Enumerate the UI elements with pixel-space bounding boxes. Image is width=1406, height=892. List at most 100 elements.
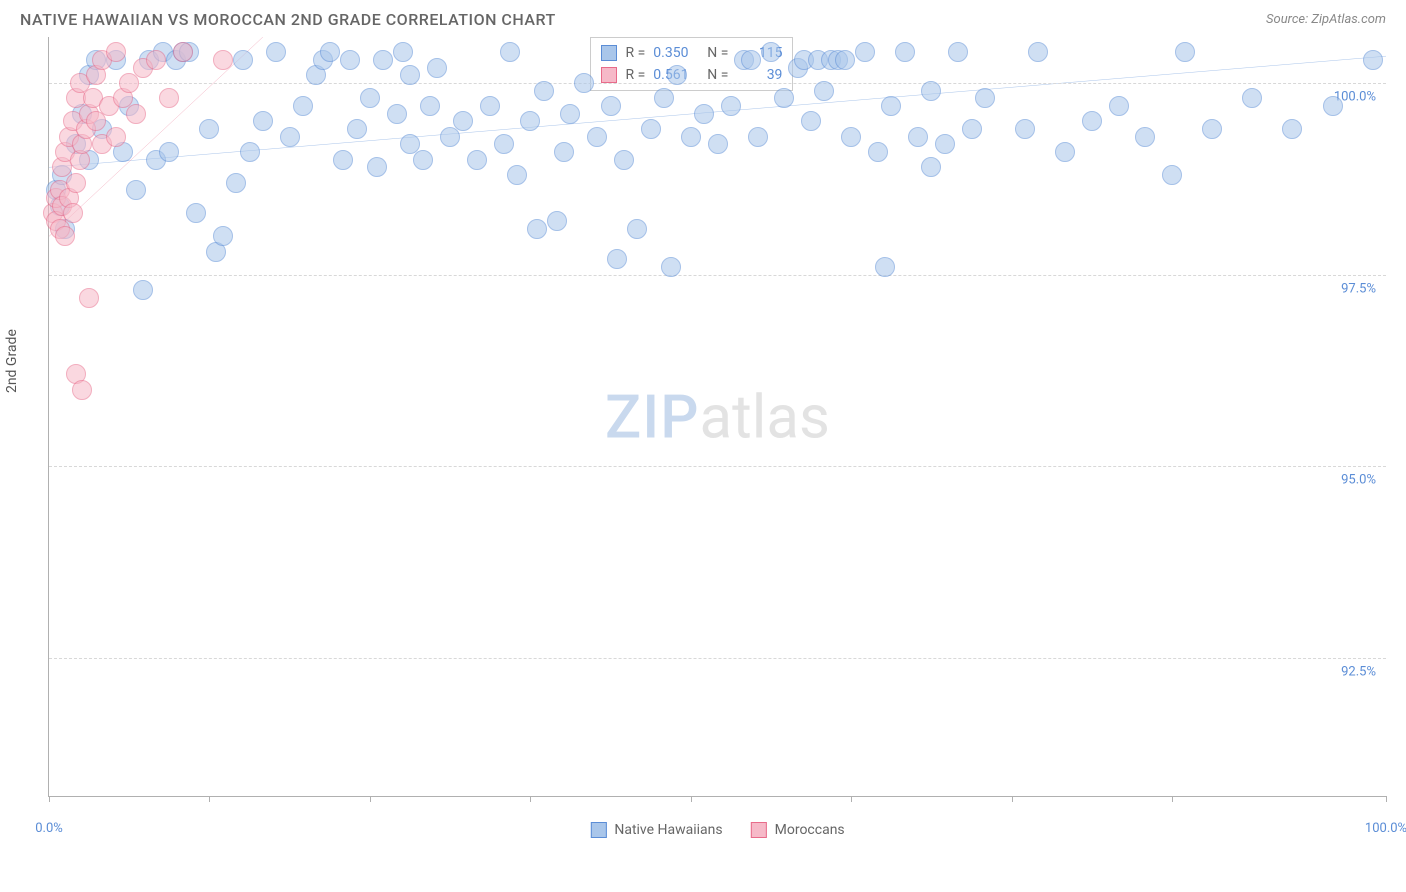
data-point — [1162, 165, 1182, 185]
data-point — [841, 127, 861, 147]
data-point — [420, 96, 440, 116]
data-point — [881, 96, 901, 116]
data-point — [387, 104, 407, 124]
data-point — [393, 42, 413, 62]
x-tick — [1012, 796, 1013, 802]
data-point — [213, 50, 233, 70]
data-point — [1282, 119, 1302, 139]
data-point — [661, 257, 681, 277]
data-point — [554, 142, 574, 162]
data-point — [708, 134, 728, 154]
data-point — [908, 127, 928, 147]
data-point — [494, 134, 514, 154]
y-tick-label: 97.5% — [1339, 281, 1378, 296]
data-point — [240, 142, 260, 162]
data-point — [667, 65, 687, 85]
data-point — [520, 111, 540, 131]
data-point — [774, 88, 794, 108]
x-tick — [209, 796, 210, 802]
data-point — [320, 42, 340, 62]
data-point — [1015, 119, 1035, 139]
data-point — [1242, 88, 1262, 108]
y-tick-label: 95.0% — [1339, 473, 1378, 488]
data-point — [761, 42, 781, 62]
data-point — [1109, 96, 1129, 116]
data-point — [527, 219, 547, 239]
data-point — [895, 42, 915, 62]
legend-label: Native Hawaiians — [614, 822, 722, 838]
x-tick — [530, 796, 531, 802]
y-tick-label: 92.5% — [1339, 665, 1378, 680]
data-point — [681, 127, 701, 147]
data-point — [1363, 50, 1383, 70]
grid-line — [49, 275, 1386, 276]
data-point — [1175, 42, 1195, 62]
data-point — [373, 50, 393, 70]
grid-line — [49, 83, 1386, 84]
y-axis-label: 2nd Grade — [4, 329, 20, 393]
data-point — [413, 150, 433, 170]
data-point — [975, 88, 995, 108]
data-point — [835, 50, 855, 70]
legend-item: Moroccans — [751, 822, 845, 838]
data-point — [347, 119, 367, 139]
data-point — [962, 119, 982, 139]
data-point — [1028, 42, 1048, 62]
chart-container: 2nd Grade ZIPatlas R =0.350N =115R =0.56… — [20, 37, 1386, 797]
plot-area: ZIPatlas R =0.350N =115R =0.561N =39 Nat… — [48, 37, 1386, 797]
data-point — [560, 104, 580, 124]
data-point — [587, 127, 607, 147]
data-point — [921, 81, 941, 101]
data-point — [226, 173, 246, 193]
data-point — [534, 81, 554, 101]
data-point — [574, 73, 594, 93]
data-point — [233, 50, 253, 70]
r-label: R = — [625, 42, 645, 64]
data-point — [367, 157, 387, 177]
x-tick — [1386, 796, 1387, 802]
data-point — [1055, 142, 1075, 162]
watermark-part-b: atlas — [700, 381, 830, 452]
data-point — [654, 88, 674, 108]
data-point — [614, 150, 634, 170]
legend-swatch — [590, 822, 606, 838]
data-point — [641, 119, 661, 139]
data-point — [106, 127, 126, 147]
data-point — [694, 104, 714, 124]
data-point — [213, 226, 233, 246]
x-tick-label: 0.0% — [35, 821, 63, 836]
data-point — [79, 288, 99, 308]
data-point — [507, 165, 527, 185]
grid-line — [49, 466, 1386, 467]
data-point — [253, 111, 273, 131]
data-point — [921, 157, 941, 177]
n-label: N = — [707, 42, 728, 64]
data-point — [855, 42, 875, 62]
data-point — [721, 96, 741, 116]
data-point — [1135, 127, 1155, 147]
data-point — [126, 180, 146, 200]
legend-label: Moroccans — [775, 822, 845, 838]
x-tick — [370, 796, 371, 802]
data-point — [66, 173, 86, 193]
data-point — [935, 134, 955, 154]
data-point — [547, 211, 567, 231]
data-point — [146, 50, 166, 70]
data-point — [741, 50, 761, 70]
data-point — [266, 42, 286, 62]
data-point — [480, 96, 500, 116]
data-point — [467, 150, 487, 170]
data-point — [173, 42, 193, 62]
x-tick — [49, 796, 50, 802]
data-point — [280, 127, 300, 147]
data-point — [1323, 96, 1343, 116]
data-point — [627, 219, 647, 239]
data-point — [126, 104, 146, 124]
data-point — [199, 119, 219, 139]
data-point — [607, 249, 627, 269]
legend-swatch — [751, 822, 767, 838]
data-point — [55, 226, 75, 246]
source-label: Source: ZipAtlas.com — [1266, 12, 1386, 27]
data-point — [159, 142, 179, 162]
data-point — [868, 142, 888, 162]
